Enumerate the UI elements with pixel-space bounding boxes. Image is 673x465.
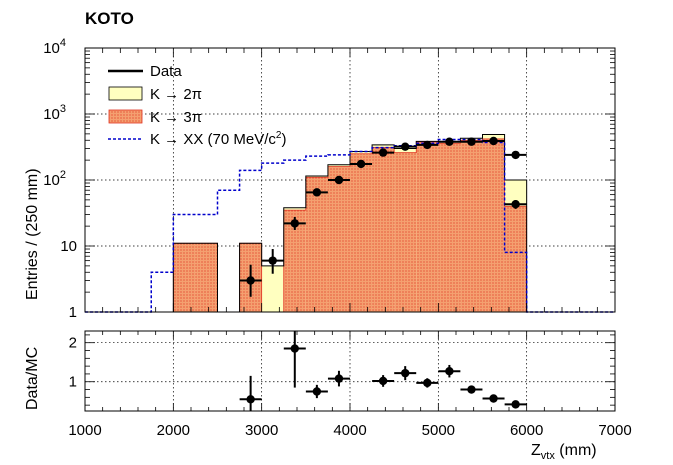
legend-k2pi-swatch [109,87,142,100]
data-point [357,160,365,168]
x-tick-label: 2000 [157,422,190,439]
k3pi-bar [460,140,482,312]
data-point [445,138,453,146]
k3pi-bar [372,148,394,312]
x-tick-label: 5000 [422,422,455,439]
data-point [246,276,254,284]
k3pi-bar [394,153,416,312]
ratio-point [335,374,343,382]
ratio-point [401,369,409,377]
histogram-layer [85,134,615,312]
x-tick-label: 1000 [68,422,101,439]
k3pi-bar [483,139,505,312]
data-point [335,176,343,184]
x-tick-label: 7000 [598,422,631,439]
y-axis-title: Entries / (250 mm) [24,168,41,300]
ratio-point [467,385,475,393]
k3pi-bar [416,142,438,312]
ratio-y-tick-label: 2 [69,335,77,352]
k3pi-bar [195,243,217,312]
legend-kxx-label: K → XX (70 MeV/c2) [150,130,286,148]
k3pi-bar [173,243,195,312]
k3pi-bar [328,167,350,312]
ratio-point [445,367,453,375]
data-point [269,256,277,264]
data-point [423,141,431,149]
k3pi-bar [350,154,372,312]
y-tick-label: 10 [60,238,77,255]
experiment-label: KOTO [85,9,134,28]
ratio-point [246,395,254,403]
x-tick-label: 4000 [333,422,366,439]
y-tick-label: 1 [69,304,77,321]
ratio-point [313,387,321,395]
bottom-grid [85,331,615,411]
x-axis-title: Zvtx (mm) [531,442,597,462]
data-point [489,137,497,145]
y-tick-label: 102 [43,169,66,189]
ratio-point [379,377,387,385]
ratio-points-layer [240,331,527,411]
legend: Data K → 2π K → 3π K → XX (70 MeV/c2) [108,63,286,148]
ratio-point [511,400,519,408]
data-point [313,188,321,196]
legend-k3pi-label: K → 3π [150,109,202,126]
data-point [511,151,519,159]
x-tick-label: 3000 [245,422,278,439]
y-tick-label: 104 [43,37,66,57]
legend-k3pi-swatch [109,110,142,123]
k3pi-bar [306,177,328,312]
k3pi-bar [505,206,527,312]
data-point [379,148,387,156]
k3pi-bar [438,143,460,312]
ratio-y-tick-label: 1 [69,374,77,391]
y-tick-label: 103 [43,103,66,123]
data-point [467,138,475,146]
ratio-point [291,344,299,352]
legend-k2pi-label: K → 2π [150,86,202,103]
legend-data-label: Data [150,63,182,80]
data-point [401,142,409,150]
data-point [511,200,519,208]
x-tick-label: 6000 [510,422,543,439]
ratio-y-axis-title: Data/MC [24,347,41,410]
data-point [291,219,299,227]
ratio-point [423,379,431,387]
ratio-point [489,394,497,402]
